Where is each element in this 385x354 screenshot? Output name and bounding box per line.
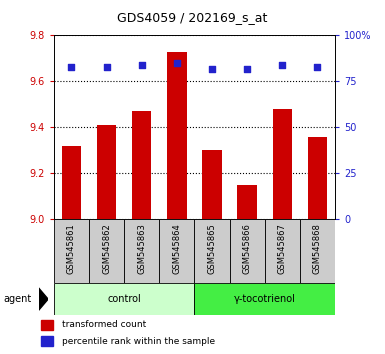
Text: GSM545866: GSM545866: [243, 223, 252, 274]
Bar: [97, 125, 116, 219]
Bar: [229, 219, 265, 283]
Point: [174, 60, 180, 66]
Bar: [308, 137, 327, 219]
Bar: [124, 219, 159, 283]
Text: GSM545861: GSM545861: [67, 223, 76, 274]
Bar: [300, 219, 335, 283]
Bar: [238, 185, 257, 219]
Text: GSM545862: GSM545862: [102, 223, 111, 274]
Bar: [264, 219, 300, 283]
Point: [209, 66, 215, 72]
Bar: [41, 320, 53, 330]
Text: GDS4059 / 202169_s_at: GDS4059 / 202169_s_at: [117, 11, 268, 24]
Bar: [132, 111, 151, 219]
Bar: [54, 219, 89, 283]
Bar: [194, 283, 335, 315]
Polygon shape: [38, 288, 48, 310]
Text: agent: agent: [4, 294, 32, 304]
Bar: [194, 219, 229, 283]
Bar: [62, 146, 81, 219]
Text: transformed count: transformed count: [62, 320, 146, 330]
Text: GSM545865: GSM545865: [208, 223, 216, 274]
Bar: [273, 109, 292, 219]
Point: [104, 64, 110, 69]
Text: percentile rank within the sample: percentile rank within the sample: [62, 337, 215, 346]
Point: [314, 64, 320, 69]
Text: GSM545867: GSM545867: [278, 223, 287, 274]
Bar: [203, 150, 222, 219]
Text: GSM545863: GSM545863: [137, 223, 146, 274]
Point: [139, 62, 145, 68]
Bar: [89, 219, 124, 283]
Point: [69, 64, 75, 69]
Bar: [159, 219, 194, 283]
Text: GSM545868: GSM545868: [313, 223, 322, 274]
Bar: [54, 283, 194, 315]
Bar: [41, 336, 53, 346]
Text: γ-tocotrienol: γ-tocotrienol: [234, 294, 296, 304]
Point: [244, 66, 250, 72]
Bar: [167, 52, 186, 219]
Text: GSM545864: GSM545864: [172, 223, 181, 274]
Point: [279, 62, 285, 68]
Text: control: control: [107, 294, 141, 304]
